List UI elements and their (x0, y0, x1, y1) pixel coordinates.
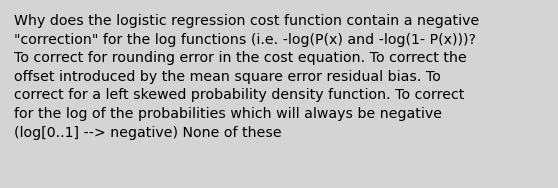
Text: Why does the logistic regression cost function contain a negative
"correction" f: Why does the logistic regression cost fu… (14, 14, 479, 140)
